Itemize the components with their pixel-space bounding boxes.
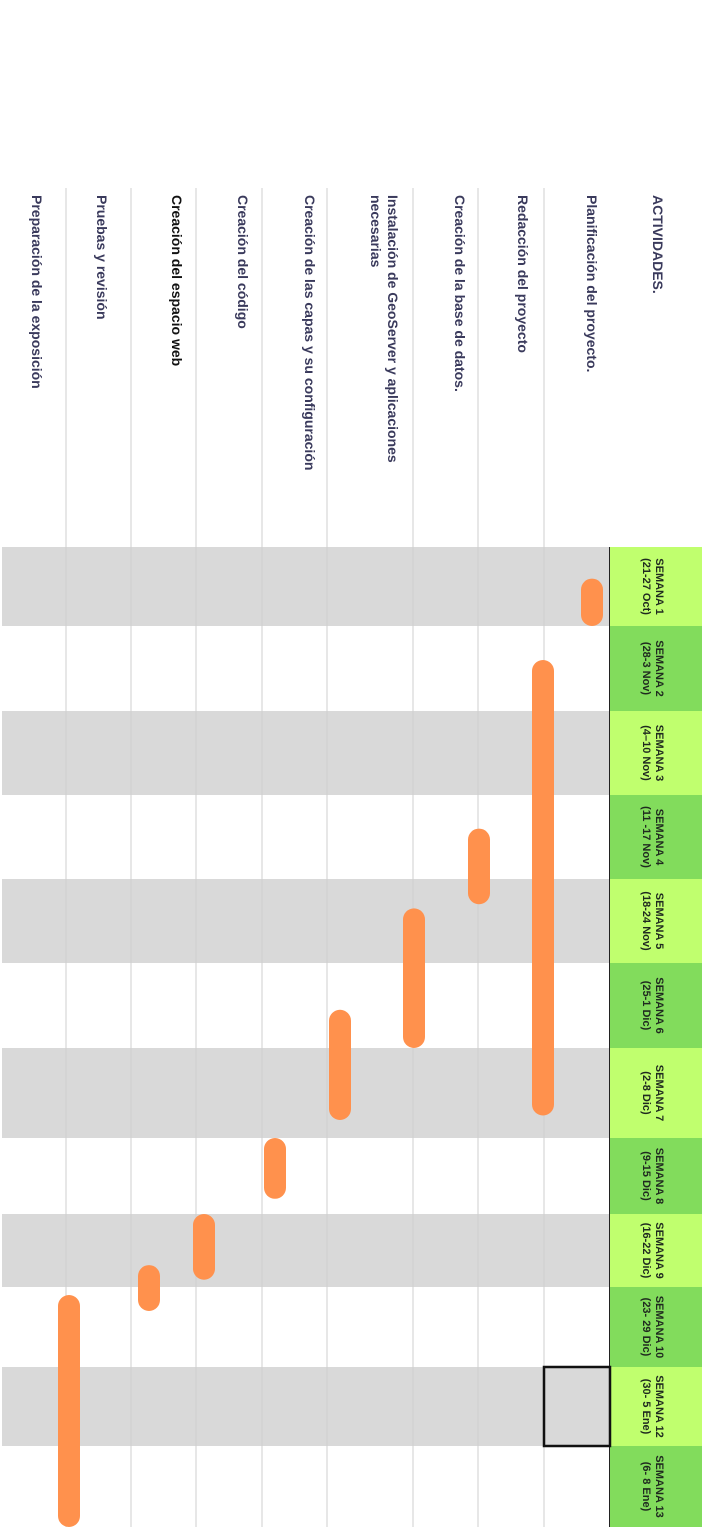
activity-bar [581, 578, 603, 626]
week-band [2, 879, 610, 963]
week-header-cell [610, 1214, 702, 1287]
week-label: SEMANA 8(9-15 Dic) [640, 1148, 665, 1204]
activity-label: Creación de la base de datos. [452, 195, 468, 392]
highlight-box [542, 1365, 612, 1448]
activity-label: Creación del espacio web [169, 195, 185, 366]
week-header-cell [610, 547, 702, 626]
week-header-cell [610, 1446, 702, 1527]
week-label: SEMANA 5(18-24 Nov) [640, 891, 665, 951]
activity-label: Instalación de GeoServer y aplicacionesn… [368, 195, 401, 463]
week-header-cell [610, 963, 702, 1048]
week-header-cell [610, 1048, 702, 1138]
activity-bar [403, 908, 425, 1048]
activity-bar [138, 1265, 160, 1311]
activity-label: Preparación de la exposición [29, 195, 45, 389]
activity-label: Pruebas y revisión [94, 195, 110, 320]
activity-gridlines [65, 188, 611, 1527]
week-label: SEMANA 10(23- 29 Dic) [640, 1296, 665, 1359]
week-header-cell [610, 711, 702, 795]
week-label: SEMANA 3(4–10 Nov) [640, 725, 665, 781]
week-band [2, 547, 610, 626]
week-label: SEMANA 9(16-22 Dic) [640, 1222, 665, 1278]
week-band [2, 1214, 610, 1287]
week-header-cell [610, 795, 702, 879]
week-header-cell [610, 626, 702, 711]
week-label: SEMANA 7(2-8 Dic) [640, 1065, 665, 1121]
week-label: SEMANA 6(25-1 Dic) [640, 977, 665, 1033]
week-label: SEMANA 2(28-3 Nov) [640, 640, 665, 696]
week-header-cell [610, 879, 702, 963]
week-header: SEMANA 1(21-27 Oct) SEMANA 2(28-3 Nov) SEM… [610, 547, 702, 1527]
activity-label: Redacción del proyecto [515, 195, 531, 353]
activity-bar [532, 660, 554, 1116]
activity-bars [58, 578, 603, 1527]
week-band [2, 1048, 610, 1138]
week-header-cell [610, 1138, 702, 1214]
activity-bar [264, 1138, 286, 1199]
activity-bar [58, 1295, 80, 1527]
activity-bar [329, 1009, 351, 1120]
activity-labels: ACTIVIDADES. Planificación del proyecto.… [29, 195, 666, 470]
week-band [2, 1367, 610, 1446]
activities-header: ACTIVIDADES. [650, 195, 666, 294]
week-bands [2, 547, 610, 1446]
activity-bar [193, 1214, 215, 1280]
activity-label: Creación de las capas y su configuración [302, 195, 318, 470]
week-label: SEMANA 4(11 -17 Nov) [640, 806, 665, 868]
activity-label: Planificación del proyecto. [584, 195, 600, 372]
week-header-cell [610, 1287, 702, 1367]
activity-label: Creación del código [235, 195, 251, 329]
week-label: SEMANA 13(6- 8 Ene) [640, 1455, 665, 1518]
week-band [2, 711, 610, 795]
week-label: SEMANA 1(21-27 Oct) [640, 558, 665, 615]
week-label: SEMANA 12(30- 5 Ene) [640, 1375, 665, 1438]
week-header-cell [610, 1367, 702, 1446]
activity-bar [468, 828, 490, 905]
